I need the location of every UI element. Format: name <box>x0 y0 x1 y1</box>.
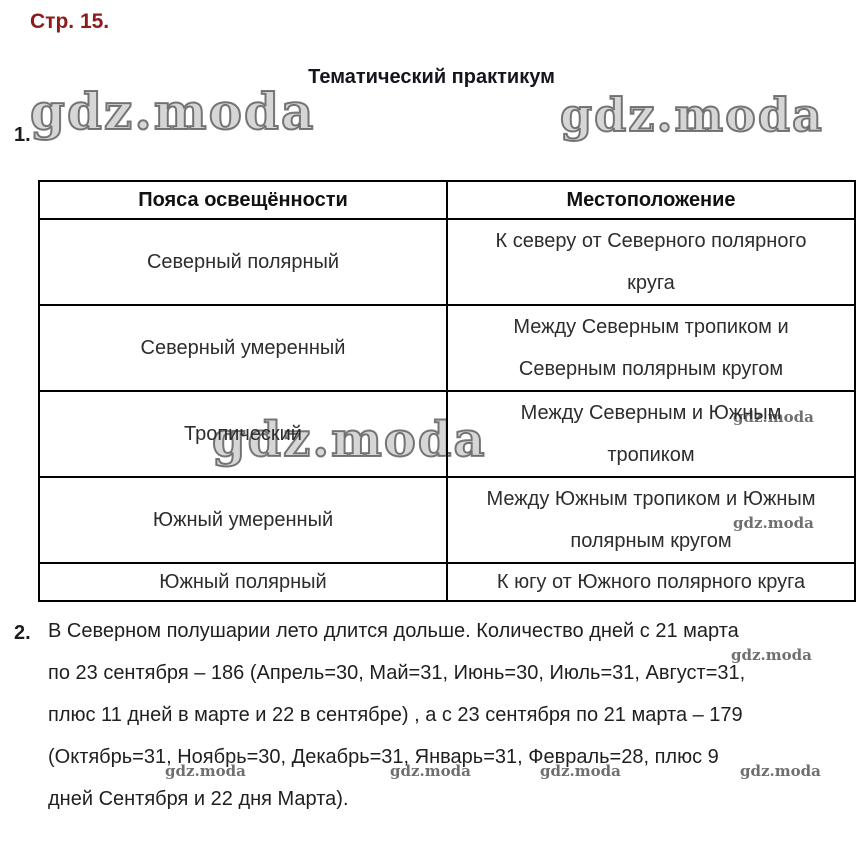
belt-name-cell: Южный умеренный <box>38 476 448 564</box>
belt-location-cell: К югу от Южного полярного круга <box>446 562 856 602</box>
location-line: Между Северным тропиком и <box>513 316 789 338</box>
answer-line: плюс 11 дней в марте и 22 в сентябре) , … <box>48 704 743 726</box>
location-line: К югу от Южного полярного круга <box>496 570 806 593</box>
illumination-belts-table: Пояса освещённости Местоположение Северн… <box>38 180 856 602</box>
belt-name: Южный полярный <box>159 570 327 593</box>
table-header-location: Местоположение <box>446 180 856 220</box>
table-header-belts: Пояса освещённости <box>38 180 448 220</box>
answer-line: В Северном полушарии лето длится дольше.… <box>48 620 739 642</box>
table-row: Тропический Между Северным и Южным тропи… <box>38 390 856 478</box>
location-line: Между Северным и Южным <box>520 402 782 424</box>
belt-location-cell: Между Северным и Южным тропиком <box>446 390 856 478</box>
page-number-label: Стр. 15. <box>30 10 110 33</box>
belt-name-cell: Тропический <box>38 390 448 478</box>
answer-line: дней Сентября и 22 дня Марта). <box>48 788 349 810</box>
table-row: Южный умеренный Между Южным тропиком и Ю… <box>38 476 856 564</box>
location-line: Северным полярным кругом <box>518 358 784 380</box>
watermark-large: gdz.moda <box>559 87 824 143</box>
belt-name: Северный полярный <box>146 251 340 273</box>
location-line: круга <box>627 272 675 294</box>
answer-line: (Октябрь=31, Ноябрь=30, Декабрь=31, Янва… <box>48 746 719 768</box>
table-row: Северный умеренный Между Северным тропик… <box>38 304 856 392</box>
belt-name-cell: Северный полярный <box>38 218 448 306</box>
answer-line: по 23 сентября – 186 (Апрель=30, Май=31,… <box>48 662 746 684</box>
watermark-large: gdz.moda <box>29 81 316 142</box>
belt-name: Тропический <box>184 423 302 445</box>
location-line: тропиком <box>607 444 695 466</box>
table-row: Северный полярный К северу от Северного … <box>38 218 856 306</box>
table-row: Южный полярный К югу от Южного полярного… <box>38 562 856 602</box>
belt-name: Южный умеренный <box>152 509 334 531</box>
task-2-answer: В Северном полушарии лето длится дольше.… <box>48 610 848 820</box>
page-title: Тематический практикум <box>308 66 555 88</box>
belt-location-cell: Между Южным тропиком и Южным полярным кр… <box>446 476 856 564</box>
belt-name-cell: Северный умеренный <box>38 304 448 392</box>
belt-location-cell: К северу от Северного полярного круга <box>446 218 856 306</box>
task-1-number: 1. <box>14 124 31 146</box>
location-line: полярным кругом <box>570 530 732 552</box>
table-header-row: Пояса освещённости Местоположение <box>38 180 856 220</box>
belt-location-cell: Между Северным тропиком и Северным поляр… <box>446 304 856 392</box>
belt-name: Северный умеренный <box>140 337 346 359</box>
location-line: Между Южным тропиком и Южным <box>486 488 816 510</box>
belt-name-cell: Южный полярный <box>38 562 448 602</box>
location-line: К северу от Северного полярного <box>495 230 807 252</box>
task-2-number: 2. <box>14 622 31 644</box>
